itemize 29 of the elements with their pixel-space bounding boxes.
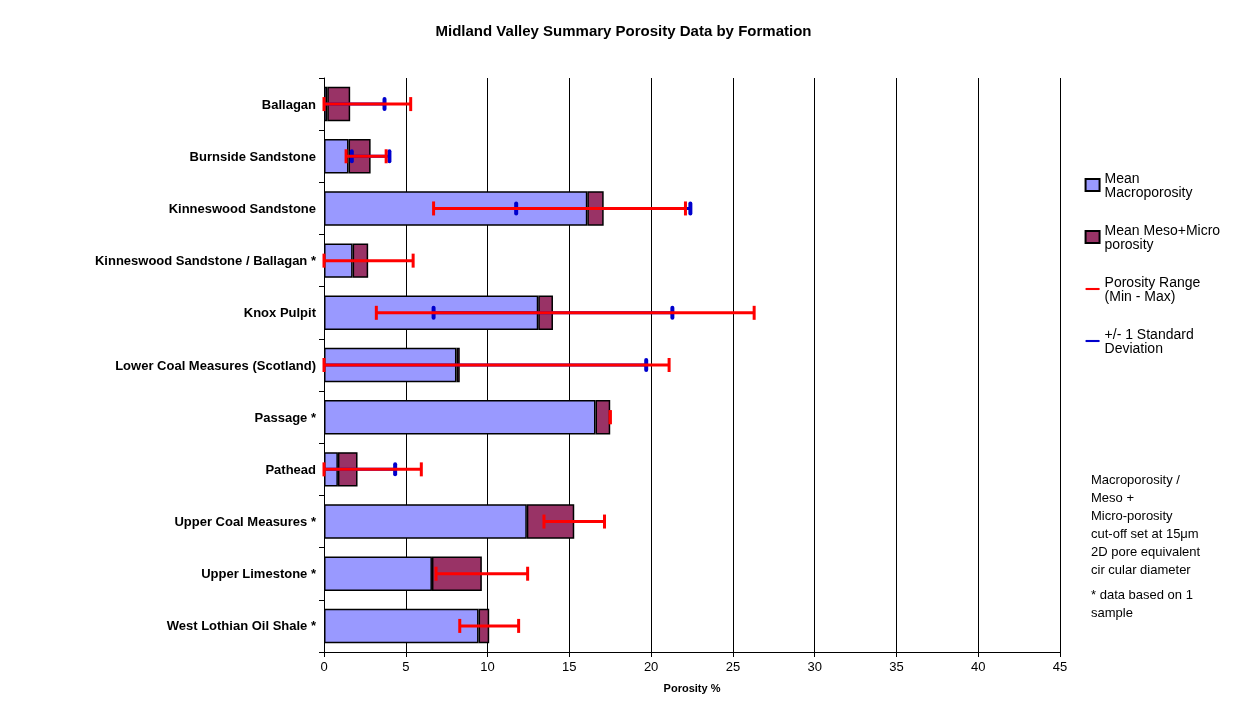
y-tick-label: Upper Limestone *	[201, 566, 317, 582]
y-tick-label: Passage *	[254, 409, 317, 425]
y-tick-label: West Lothian Oil Shale *	[166, 618, 317, 634]
x-tick-label: 25	[725, 659, 741, 674]
y-tick-label: Knox Pulpit	[243, 305, 317, 321]
y-tick-label: Lower Coal Measures (Scotland)	[115, 357, 316, 373]
y-tick-label: Kinneswood Sandstone	[168, 200, 316, 216]
x-axis-title: Porosity %	[663, 681, 721, 694]
y-tick-label: Burnside Sandstone	[189, 148, 316, 164]
x-tick-label: 40	[970, 659, 986, 674]
y-tick-label: Kinneswood Sandstone / Ballagan *	[94, 253, 317, 269]
x-tick-label: 35	[889, 659, 904, 674]
x-tick-label: 30	[807, 659, 822, 674]
x-tick-label: 15	[562, 659, 577, 674]
x-tick-label: 5	[402, 659, 410, 674]
x-tick-label: 10	[480, 659, 495, 674]
text: +/- 1 Standard Deviation	[1104, 326, 1198, 356]
y-tick-label: Upper Coal Measures *	[174, 514, 317, 530]
x-tick-label: 0	[320, 659, 328, 674]
legend-label: Mean Meso+Micro porosity	[1104, 222, 1225, 252]
y-tick-label: Ballagan	[261, 96, 317, 112]
x-tick-label: 20	[643, 659, 659, 674]
text: Macroporosity / Meso + Micro-porosity cut-off set at 15μm 2D pore equivalent cir cular diameter	[1091, 471, 1204, 577]
text: Porosity Range (Min - Max)	[1104, 274, 1205, 304]
chart-title: Midland Valley Summary Porosity Data by Formation	[435, 22, 812, 39]
x-tick-label: 45	[1052, 659, 1068, 674]
legend-label: Mean Macroporosity	[1104, 170, 1193, 200]
y-tick-label: Pathead	[265, 461, 317, 477]
text: * data based on 1 sample	[1091, 586, 1197, 620]
